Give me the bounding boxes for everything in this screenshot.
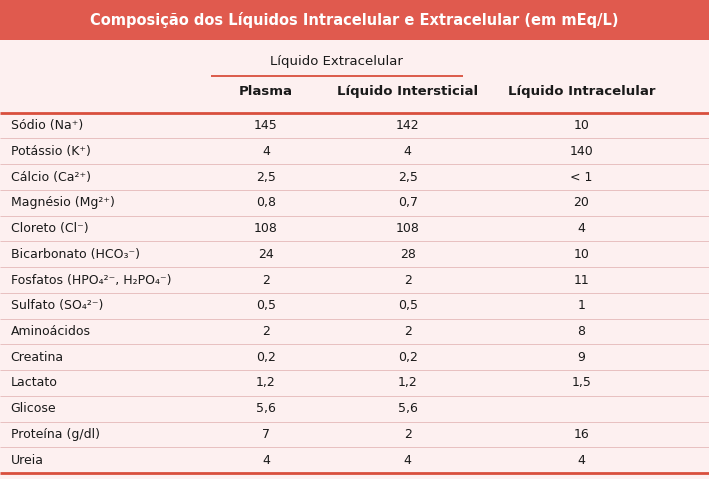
Text: 0,2: 0,2 <box>256 351 276 364</box>
Text: Sulfato (SO₄²⁻): Sulfato (SO₄²⁻) <box>11 299 103 312</box>
Text: 28: 28 <box>400 248 415 261</box>
Text: 4: 4 <box>262 145 270 158</box>
Text: 2: 2 <box>262 325 270 338</box>
Text: 24: 24 <box>258 248 274 261</box>
Text: 7: 7 <box>262 428 270 441</box>
Text: 4: 4 <box>403 454 412 467</box>
Text: Sódio (Na⁺): Sódio (Na⁺) <box>11 119 83 132</box>
Text: 4: 4 <box>577 222 586 235</box>
Text: 0,7: 0,7 <box>398 196 418 209</box>
Text: 142: 142 <box>396 119 420 132</box>
Text: 10: 10 <box>574 119 589 132</box>
Text: 0,5: 0,5 <box>398 299 418 312</box>
Text: 4: 4 <box>403 145 412 158</box>
Text: 10: 10 <box>574 248 589 261</box>
Text: 4: 4 <box>262 454 270 467</box>
Text: 108: 108 <box>396 222 420 235</box>
Text: 2: 2 <box>262 274 270 286</box>
Text: 145: 145 <box>254 119 278 132</box>
Text: 5,6: 5,6 <box>256 402 276 415</box>
Text: 0,8: 0,8 <box>256 196 276 209</box>
Bar <box>0 0 709 40</box>
Text: 2: 2 <box>403 428 412 441</box>
Text: 2,5: 2,5 <box>256 171 276 183</box>
Text: Glicose: Glicose <box>11 402 56 415</box>
Text: Cloreto (Cl⁻): Cloreto (Cl⁻) <box>11 222 88 235</box>
Text: Fosfatos (HPO₄²⁻, H₂PO₄⁻): Fosfatos (HPO₄²⁻, H₂PO₄⁻) <box>11 274 171 286</box>
Text: 0,5: 0,5 <box>256 299 276 312</box>
Text: 1,2: 1,2 <box>256 376 276 389</box>
Text: Líquido Extracelular: Líquido Extracelular <box>270 55 403 68</box>
Text: Bicarbonato (HCO₃⁻): Bicarbonato (HCO₃⁻) <box>11 248 140 261</box>
Text: 9: 9 <box>577 351 586 364</box>
Text: Cálcio (Ca²⁺): Cálcio (Ca²⁺) <box>11 171 91 183</box>
Text: Líquido Intersticial: Líquido Intersticial <box>337 85 479 98</box>
Text: 4: 4 <box>577 454 586 467</box>
Text: 1,2: 1,2 <box>398 376 418 389</box>
Text: 140: 140 <box>569 145 593 158</box>
Text: 2: 2 <box>403 274 412 286</box>
Text: 5,6: 5,6 <box>398 402 418 415</box>
Text: Plasma: Plasma <box>239 85 293 98</box>
Text: 16: 16 <box>574 428 589 441</box>
Text: Magnésio (Mg²⁺): Magnésio (Mg²⁺) <box>11 196 115 209</box>
Text: Creatina: Creatina <box>11 351 64 364</box>
Text: Líquido Intracelular: Líquido Intracelular <box>508 85 655 98</box>
Text: 20: 20 <box>574 196 589 209</box>
Text: 0,2: 0,2 <box>398 351 418 364</box>
Text: 2,5: 2,5 <box>398 171 418 183</box>
Text: 1: 1 <box>577 299 586 312</box>
Text: Proteína (g/dl): Proteína (g/dl) <box>11 428 100 441</box>
Text: 11: 11 <box>574 274 589 286</box>
Text: Potássio (K⁺): Potássio (K⁺) <box>11 145 91 158</box>
Text: 2: 2 <box>403 325 412 338</box>
Text: Lactato: Lactato <box>11 376 57 389</box>
Text: Ureia: Ureia <box>11 454 44 467</box>
Text: Aminoácidos: Aminoácidos <box>11 325 91 338</box>
Text: < 1: < 1 <box>570 171 593 183</box>
Text: 8: 8 <box>577 325 586 338</box>
Text: 1,5: 1,5 <box>571 376 591 389</box>
Text: Composição dos Líquidos Intracelular e Extracelular (em mEq/L): Composição dos Líquidos Intracelular e E… <box>90 12 619 28</box>
Text: 108: 108 <box>254 222 278 235</box>
